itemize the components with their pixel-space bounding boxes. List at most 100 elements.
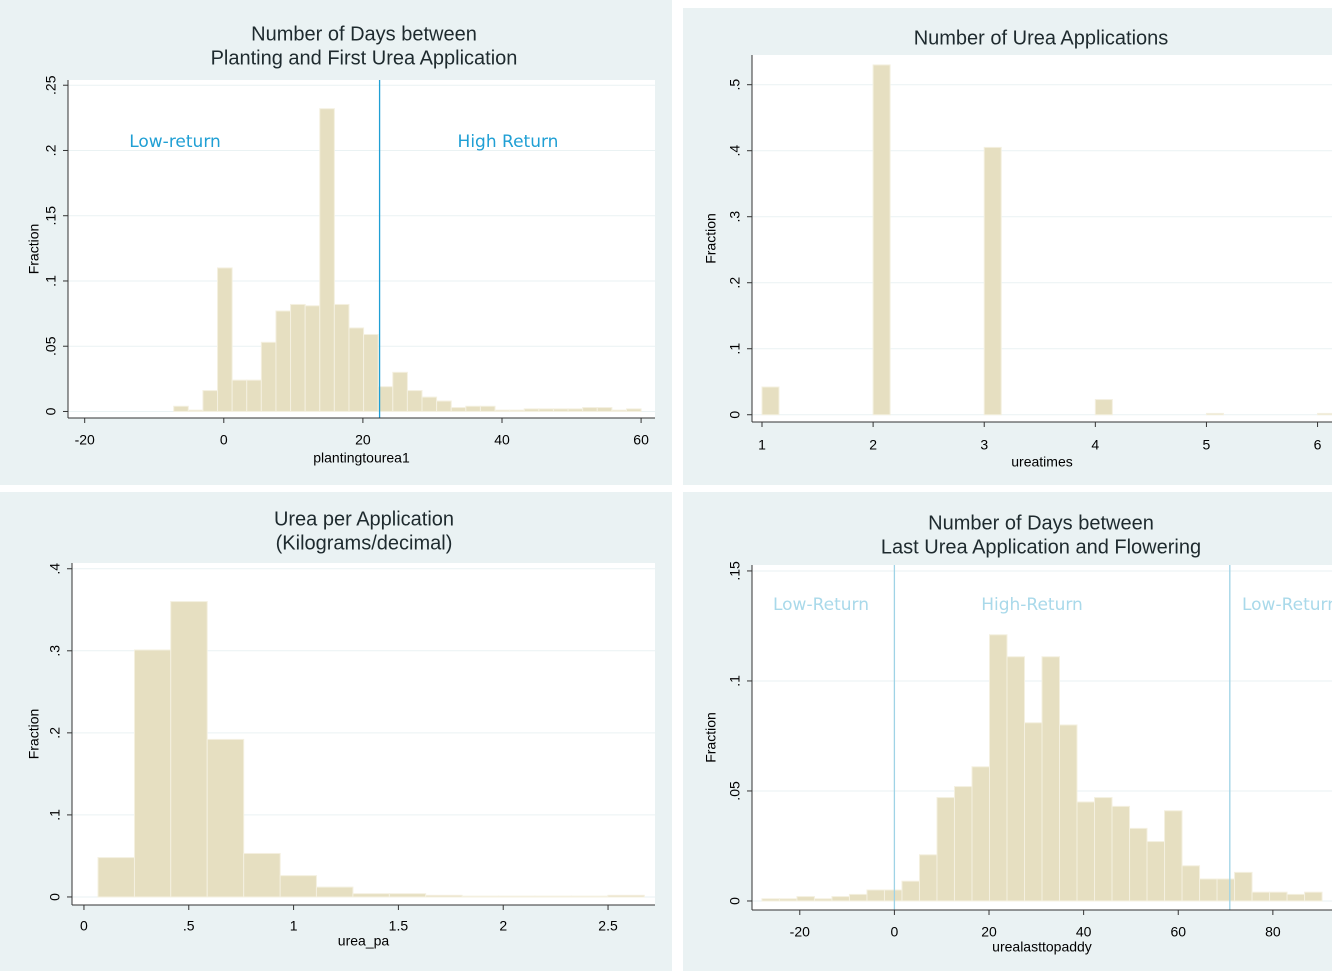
chart-title: Number of Urea Applications — [914, 27, 1169, 49]
y-axis-label: Fraction — [703, 712, 719, 763]
y-tick-label: .1 — [727, 343, 743, 355]
y-tick-label: .4 — [727, 145, 743, 157]
bar — [436, 400, 452, 412]
bar — [217, 267, 233, 412]
x-tick-label: 1.5 — [389, 918, 409, 934]
bar — [1023, 722, 1043, 902]
x-tick-label: 4 — [1091, 437, 1099, 453]
x-axis-label: urealasttopaddy — [992, 939, 1092, 955]
bar — [1317, 412, 1332, 416]
bar — [953, 786, 973, 902]
y-tick-label: .3 — [727, 211, 743, 223]
y-tick-label: .1 — [47, 809, 63, 821]
bar — [1006, 656, 1025, 902]
bar — [275, 310, 292, 412]
x-tick-label: 6 — [1314, 437, 1322, 453]
bar — [971, 766, 990, 902]
bar — [538, 408, 554, 412]
annotation: Low-Return — [773, 595, 869, 615]
y-tick-label: 0 — [727, 411, 743, 419]
bar — [883, 889, 903, 902]
bar — [582, 407, 598, 412]
x-tick-label: 60 — [633, 432, 649, 448]
x-tick-label: 1 — [758, 437, 766, 453]
y-tick-label: .2 — [47, 727, 63, 739]
bar — [450, 407, 467, 412]
bar — [831, 896, 850, 902]
chart-title: Planting and First Urea Application — [211, 47, 518, 69]
bar — [1111, 805, 1131, 902]
bar — [1059, 724, 1078, 902]
x-tick-label: 1 — [290, 918, 298, 934]
chart-title: Number of Days between — [251, 23, 477, 45]
bar — [352, 893, 390, 898]
x-tick-label: 3 — [980, 437, 988, 453]
x-tick-label: 2.5 — [598, 918, 618, 934]
bar — [243, 852, 281, 898]
x-axis-label: plantingtourea1 — [313, 450, 410, 466]
bar — [567, 408, 584, 412]
bar — [901, 880, 920, 902]
bar — [1094, 399, 1113, 416]
x-axis-label: urea_pa — [338, 933, 390, 949]
annotation: Low-Return — [1242, 595, 1332, 615]
bar — [1286, 893, 1306, 902]
y-tick-label: .5 — [727, 79, 743, 91]
bar — [534, 895, 572, 898]
bar — [848, 893, 868, 902]
bar — [498, 895, 536, 898]
x-tick-label: 2 — [499, 918, 507, 934]
bar — [260, 341, 277, 412]
bar — [570, 895, 609, 898]
x-tick-label: .5 — [183, 918, 195, 934]
bar — [231, 379, 248, 412]
bar — [1205, 412, 1224, 416]
y-tick-label: .3 — [47, 645, 63, 657]
bar — [479, 405, 496, 412]
x-tick-label: 0 — [890, 924, 898, 940]
y-tick-label: .05 — [727, 781, 743, 801]
y-tick-label: .15 — [43, 206, 59, 226]
bar — [202, 390, 219, 412]
x-tick-label: 20 — [355, 432, 371, 448]
annotation: High-Return — [981, 595, 1083, 615]
y-tick-label: 0 — [47, 893, 63, 901]
bar — [813, 898, 833, 902]
y-tick-label: .2 — [43, 144, 59, 156]
bar — [936, 797, 955, 902]
y-tick-label: 0 — [43, 407, 59, 415]
y-tick-label: .2 — [727, 277, 743, 289]
x-tick-label: 40 — [1076, 924, 1092, 940]
chart-title: Urea per Application — [274, 508, 454, 530]
y-axis-label: Fraction — [703, 213, 719, 264]
bar — [1094, 797, 1113, 902]
bar — [187, 409, 204, 412]
bar — [494, 409, 511, 412]
bar — [465, 405, 481, 412]
bar — [388, 893, 427, 898]
bar — [206, 738, 245, 898]
y-axis-label: Fraction — [26, 224, 42, 275]
x-tick-label: -20 — [790, 924, 810, 940]
bar — [290, 303, 306, 412]
y-tick-label: .4 — [47, 563, 63, 575]
chart-title: (Kilograms/decimal) — [276, 532, 453, 554]
bar — [988, 634, 1008, 902]
bar — [611, 409, 627, 412]
bar — [761, 898, 780, 902]
bar — [392, 371, 408, 412]
chart-title: Last Urea Application and Flowering — [881, 536, 1201, 558]
bar — [97, 857, 135, 898]
bar — [319, 108, 335, 412]
y-tick-label: 0 — [727, 897, 743, 905]
bar — [983, 146, 1002, 416]
bar — [761, 386, 780, 416]
y-axis-label: Fraction — [26, 709, 42, 760]
bar — [866, 889, 885, 902]
x-tick-label: 5 — [1203, 437, 1211, 453]
bar — [918, 854, 938, 902]
bar — [1146, 841, 1166, 902]
bar — [1041, 656, 1061, 902]
